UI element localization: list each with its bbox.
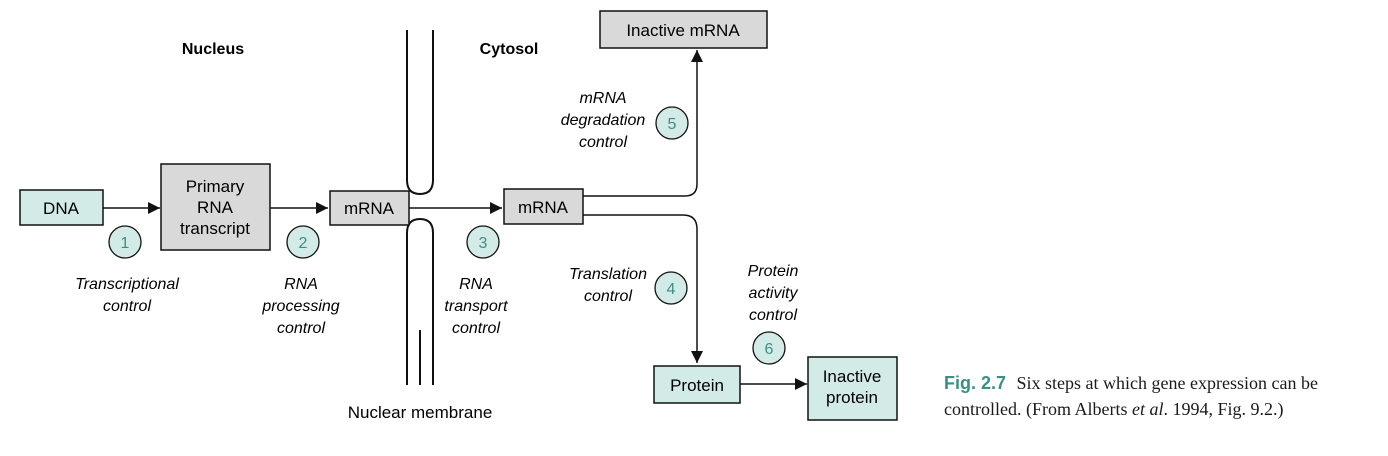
box-primary-rna-transcript: Primary RNA transcript bbox=[160, 163, 271, 251]
nuclear-membrane bbox=[406, 30, 434, 385]
step-labels: Transcriptional control RNA processing c… bbox=[75, 90, 798, 337]
nuclear-membrane-label: Nuclear membrane bbox=[348, 403, 493, 422]
step-6-label-line3: control bbox=[749, 307, 797, 324]
step-2-label-line1: RNA bbox=[284, 276, 318, 293]
step-2-circle: 2 bbox=[286, 225, 320, 259]
box-inactive-protein: Inactive protein bbox=[807, 356, 898, 421]
step-5-label-line3: control bbox=[579, 134, 627, 151]
step-3-label-line1: RNA bbox=[459, 276, 493, 293]
caption-text-italic: et al bbox=[1131, 399, 1164, 419]
box-inactive-protein-line1: Inactive bbox=[823, 367, 882, 386]
step-4-label-line1: Translation bbox=[569, 266, 647, 283]
step-2-label-line3: control bbox=[277, 320, 325, 337]
step-6-label-line1: Protein bbox=[748, 263, 799, 280]
box-mrna-cytosol-label: mRNA bbox=[518, 198, 569, 217]
step-6-label-line2: activity bbox=[749, 285, 799, 302]
box-inactive-protein-line2: protein bbox=[826, 388, 878, 407]
step-4-label-line2: control bbox=[584, 288, 632, 305]
box-primary-line2: RNA bbox=[197, 198, 234, 217]
figure-caption: Fig. 2.7 Six steps at which gene express… bbox=[944, 370, 1364, 422]
arrow-mrna-to-protein bbox=[583, 214, 703, 363]
cytosol-label: Cytosol bbox=[480, 41, 539, 58]
step-1-circle: 1 bbox=[108, 225, 142, 259]
box-mrna-nucleus: mRNA bbox=[329, 190, 410, 226]
step-3-circle: 3 bbox=[466, 225, 500, 259]
step-3-number: 3 bbox=[479, 235, 488, 252]
step-5-number: 5 bbox=[668, 116, 677, 133]
nucleus-label: Nucleus bbox=[182, 41, 244, 58]
box-inactive-mrna: Inactive mRNA bbox=[599, 10, 768, 49]
step-1-number: 1 bbox=[121, 235, 130, 252]
box-protein-label: Protein bbox=[670, 376, 724, 395]
step-4-number: 4 bbox=[667, 281, 676, 298]
box-inactive-mrna-label: Inactive mRNA bbox=[626, 21, 740, 40]
caption-text-before: Six steps at which gene expression can b… bbox=[944, 373, 1318, 419]
step-6-number: 6 bbox=[765, 341, 774, 358]
step-2-label-line2: processing bbox=[261, 298, 339, 315]
step-3-label-line2: transport bbox=[444, 298, 508, 315]
step-2-number: 2 bbox=[299, 235, 308, 252]
step-1-label-line1: Transcriptional bbox=[75, 276, 179, 293]
figure-label: Fig. 2.7 bbox=[944, 373, 1007, 393]
box-dna: DNA bbox=[19, 189, 104, 226]
arrow-mrna-to-inactive-mrna bbox=[583, 50, 703, 197]
box-mrna-nucleus-label: mRNA bbox=[344, 199, 395, 218]
step-1-label-line2: control bbox=[103, 298, 151, 315]
caption-text-after: . 1994, Fig. 9.2.) bbox=[1163, 399, 1284, 419]
box-primary-line1: Primary bbox=[186, 177, 245, 196]
arrows bbox=[103, 50, 807, 390]
step-6-circle: 6 bbox=[752, 331, 786, 365]
step-5-label-line2: degradation bbox=[561, 112, 646, 129]
step-4-circle: 4 bbox=[654, 271, 688, 305]
step-5-label-line1: mRNA bbox=[579, 90, 626, 107]
box-primary-line3: transcript bbox=[180, 219, 250, 238]
box-mrna-cytosol: mRNA bbox=[503, 188, 584, 225]
step-3-label-line3: control bbox=[452, 320, 500, 337]
box-protein: Protein bbox=[653, 365, 741, 404]
step-5-circle: 5 bbox=[655, 106, 689, 140]
box-dna-label: DNA bbox=[43, 199, 80, 218]
